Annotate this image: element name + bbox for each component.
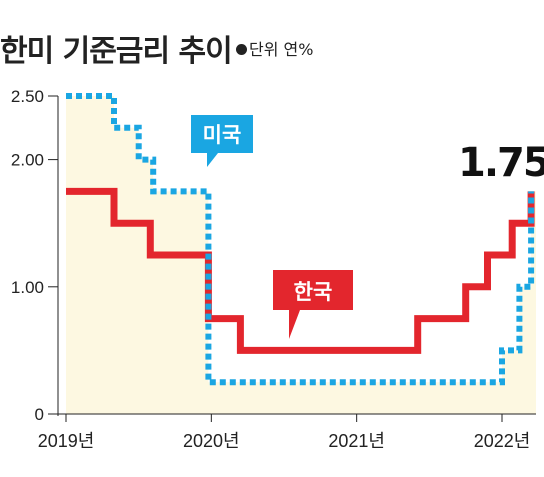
korea-callout-label: 한국	[294, 280, 333, 304]
latest-value-label: 1.75	[458, 140, 544, 186]
bullet-icon	[236, 44, 247, 55]
chart-title: 한미 기준금리 추이	[0, 34, 233, 69]
x-tick-label: 2019년	[38, 431, 95, 451]
unit-text: 단위 연%	[249, 40, 314, 59]
y-tick-label: 0	[35, 405, 44, 424]
korea-callout-bubble	[273, 270, 353, 339]
y-tick-label: 2.50	[11, 87, 44, 106]
x-tick-label: 2020년	[183, 431, 240, 451]
us-callout: 미국	[191, 115, 253, 167]
korea-rate-line	[66, 187, 535, 354]
us-rate-line	[66, 93, 535, 386]
y-tick-label: 2.00	[11, 151, 44, 170]
y-tick-label: 1.00	[11, 278, 44, 297]
chart-area-fill	[66, 96, 536, 414]
unit-note: 단위 연%	[236, 36, 313, 60]
us-callout-bubble	[191, 115, 253, 167]
x-tick-label: 2022년	[474, 431, 531, 451]
x-tick-label: 2021년	[328, 431, 385, 451]
y-axis: 0 1.00 2.00 2.50	[11, 87, 59, 424]
us-callout-label: 미국	[203, 123, 242, 147]
korea-callout: 한국	[273, 270, 353, 339]
x-axis: 2019년 2020년 2021년 2022년	[38, 413, 536, 451]
